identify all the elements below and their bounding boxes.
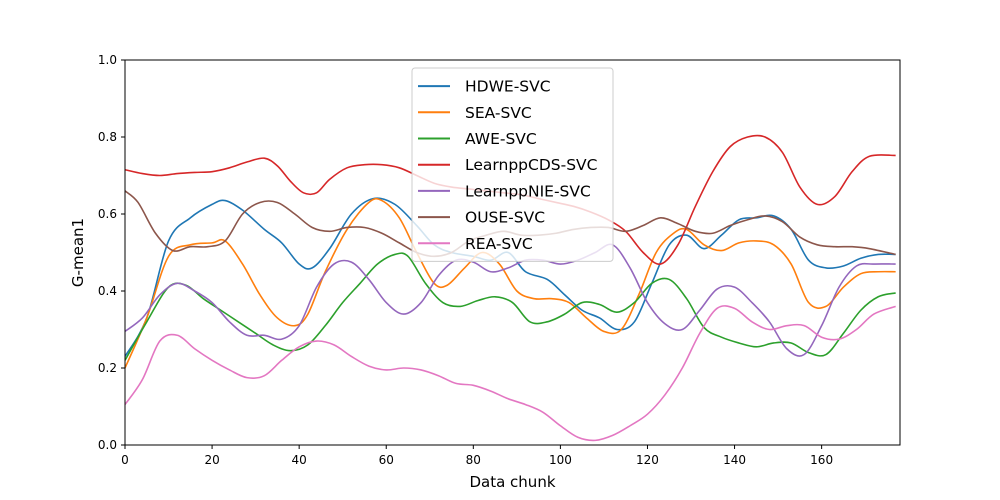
- x-tick-label: 120: [636, 453, 659, 467]
- y-tick-label: 0.0: [98, 438, 117, 452]
- y-tick-label: 1.0: [98, 53, 117, 67]
- series-line-rea-svc: [125, 305, 896, 442]
- legend-label: SEA-SVC: [465, 104, 532, 122]
- series-line-sea-svc: [125, 197, 896, 369]
- legend-label: HDWE-SVC: [465, 78, 551, 96]
- series-line-awe-svc: [125, 252, 896, 361]
- y-tick-label: 0.4: [98, 284, 117, 298]
- axis-ticks: 0 20 40 60 80 100 120 140 160 0.0 0.2 0.4 0.6 0.8 1.0: [98, 53, 833, 467]
- y-axis-label: G-mean1: [69, 218, 87, 287]
- x-tick-label: 0: [121, 453, 129, 467]
- x-tick-label: 100: [549, 453, 572, 467]
- x-tick-label: 80: [466, 453, 481, 467]
- x-tick-label: 60: [379, 453, 394, 467]
- legend-box: [411, 67, 614, 262]
- series-line-learnppnie-svc: [125, 243, 896, 357]
- y-tick-label: 0.8: [98, 130, 117, 144]
- x-tick-label: 40: [292, 453, 307, 467]
- series-line-hdwe-svc: [125, 197, 896, 357]
- plot-frame: [124, 59, 901, 446]
- legend-label: AWE-SVC: [465, 130, 537, 148]
- legend: HDWE-SVC SEA-SVC AWE-SVC LearnppCDS-SVC Lear…: [411, 67, 614, 262]
- legend-label: OUSE-SVC: [465, 209, 545, 227]
- y-tick-label: 0.6: [98, 207, 117, 221]
- x-axis-label: Data chunk: [469, 473, 555, 491]
- x-tick-label: 140: [723, 453, 746, 467]
- x-tick-label: 160: [810, 453, 833, 467]
- legend-label: LearnppNIE-SVC: [465, 182, 591, 200]
- legend-label: LearnppCDS-SVC: [465, 156, 597, 174]
- legend-label: REA-SVC: [465, 235, 533, 253]
- x-tick-label: 20: [204, 453, 219, 467]
- y-tick-label: 0.2: [98, 361, 117, 375]
